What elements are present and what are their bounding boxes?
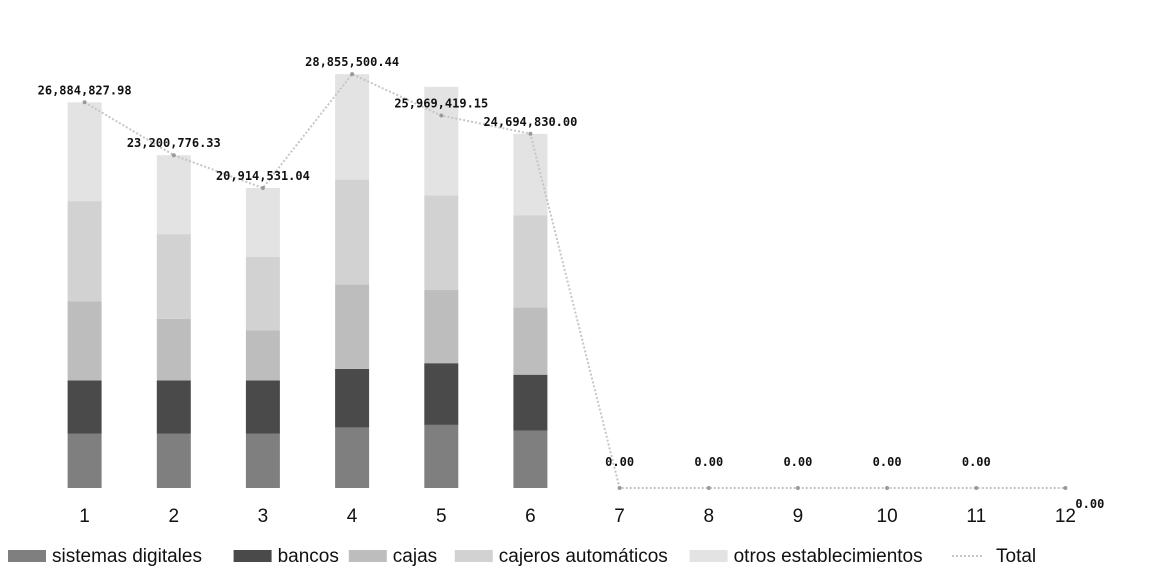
bar-segment-otros-establecimientos-6 <box>513 133 548 216</box>
data-label-5: 25,969,419.15 <box>394 97 488 111</box>
data-label-9: 0.00 <box>783 455 812 469</box>
legend-label-sistemas-digitales: sistemas digitales <box>52 546 202 567</box>
x-tick-label-7: 7 <box>614 506 625 527</box>
bar-segment-bancos-1 <box>67 380 102 434</box>
data-label-6: 24,694,830.00 <box>483 115 577 129</box>
legend-swatch-cajeros-automáticos <box>454 550 493 562</box>
x-tick-label-3: 3 <box>258 506 269 527</box>
data-label-4: 28,855,500.44 <box>305 55 399 69</box>
bar-segment-cajeros-automáticos-4 <box>335 179 370 285</box>
bars-group <box>67 74 548 488</box>
legend-item-cajeros-automáticos: cajeros automáticos <box>454 546 668 567</box>
x-tick-label-11: 11 <box>966 506 986 527</box>
bar-segment-otros-establecimientos-4 <box>335 74 370 180</box>
bar-segment-sistemas-digitales-5 <box>424 424 459 488</box>
total-point-6 <box>528 131 533 136</box>
total-point-12 <box>1063 486 1068 490</box>
bar-segment-cajas-2 <box>156 318 191 381</box>
bar-segment-otros-establecimientos-2 <box>156 155 191 235</box>
legend-item-bancos: bancos <box>233 546 339 567</box>
total-point-11 <box>974 486 979 490</box>
bar-segment-cajeros-automáticos-5 <box>424 195 459 291</box>
legend-item-Total: Total <box>952 546 1036 567</box>
legend-label-bancos: bancos <box>278 546 339 567</box>
legend-swatch-otros-establecimientos <box>689 550 728 562</box>
bar-segment-cajas-3 <box>245 330 280 381</box>
bar-segment-bancos-2 <box>156 380 191 434</box>
bar-segment-cajas-1 <box>67 301 102 381</box>
total-line <box>84 72 1066 489</box>
x-tick-label-8: 8 <box>704 506 715 527</box>
legend-label-otros-establecimientos: otros establecimientos <box>734 546 923 567</box>
legend-label-cajas: cajas <box>393 546 437 567</box>
total-point-3 <box>260 186 265 190</box>
total-point-2 <box>171 153 176 158</box>
x-tick-label-4: 4 <box>347 506 358 527</box>
bar-segment-bancos-3 <box>245 380 280 434</box>
total-point-8 <box>706 486 711 490</box>
data-label-1: 26,884,827.98 <box>38 83 132 97</box>
data-label-12: 0.00 <box>1075 497 1104 511</box>
x-tick-label-1: 1 <box>79 506 90 527</box>
legend-swatch-sistemas-digitales <box>8 550 46 562</box>
legend-swatch-bancos <box>233 550 272 562</box>
legend-item-sistemas-digitales: sistemas digitales <box>8 546 202 567</box>
bar-segment-bancos-4 <box>335 368 370 428</box>
bar-segment-sistemas-digitales-2 <box>156 433 191 488</box>
data-label-8: 0.00 <box>694 455 723 469</box>
bar-segment-bancos-5 <box>424 363 459 425</box>
total-point-7 <box>617 486 622 490</box>
bar-segment-cajas-4 <box>335 284 370 369</box>
legend: sistemas digitales bancos cajas cajeros aut… <box>8 546 1036 567</box>
bar-segment-otros-establecimientos-1 <box>67 102 102 202</box>
bar-segment-cajas-5 <box>424 290 459 364</box>
x-tick-label-6: 6 <box>525 506 536 527</box>
total-point-5 <box>439 113 444 118</box>
bar-segment-cajeros-automáticos-1 <box>67 201 102 302</box>
data-label-10: 0.00 <box>873 455 902 469</box>
x-tick-label-9: 9 <box>793 506 804 527</box>
legend-item-otros-establecimientos: otros establecimientos <box>689 546 923 567</box>
bar-segment-cajas-6 <box>513 307 548 375</box>
x-tick-label-2: 2 <box>169 506 180 527</box>
bar-segment-otros-establecimientos-5 <box>424 86 459 196</box>
bar-segment-cajeros-automáticos-3 <box>245 257 280 331</box>
bar-segment-cajeros-automáticos-2 <box>156 234 191 319</box>
bar-segment-sistemas-digitales-3 <box>245 433 280 488</box>
bar-segment-bancos-6 <box>513 374 548 431</box>
legend-label-Total: Total <box>996 546 1036 567</box>
data-label-11: 0.00 <box>962 455 991 469</box>
x-tick-label-10: 10 <box>877 506 898 527</box>
legend-item-cajas: cajas <box>348 546 437 567</box>
bar-segment-otros-establecimientos-3 <box>245 188 280 258</box>
data-label-3: 20,914,531.04 <box>216 169 310 183</box>
data-label-2: 23,200,776.33 <box>127 136 221 150</box>
total-point-9 <box>795 486 800 490</box>
legend-swatch-cajas <box>348 550 387 562</box>
total-point-4 <box>350 72 355 77</box>
bar-segment-sistemas-digitales-1 <box>67 433 102 488</box>
x-tick-label-12: 12 <box>1055 506 1076 527</box>
bar-segment-sistemas-digitales-6 <box>513 430 548 488</box>
total-point-1 <box>82 100 87 105</box>
bar-segment-sistemas-digitales-4 <box>335 427 370 488</box>
bar-segment-cajeros-automáticos-6 <box>513 215 548 308</box>
data-label-7: 0.00 <box>605 455 634 469</box>
legend-label-cajeros-automáticos: cajeros automáticos <box>499 546 668 567</box>
x-tick-label-5: 5 <box>436 506 447 527</box>
total-point-10 <box>885 486 890 490</box>
